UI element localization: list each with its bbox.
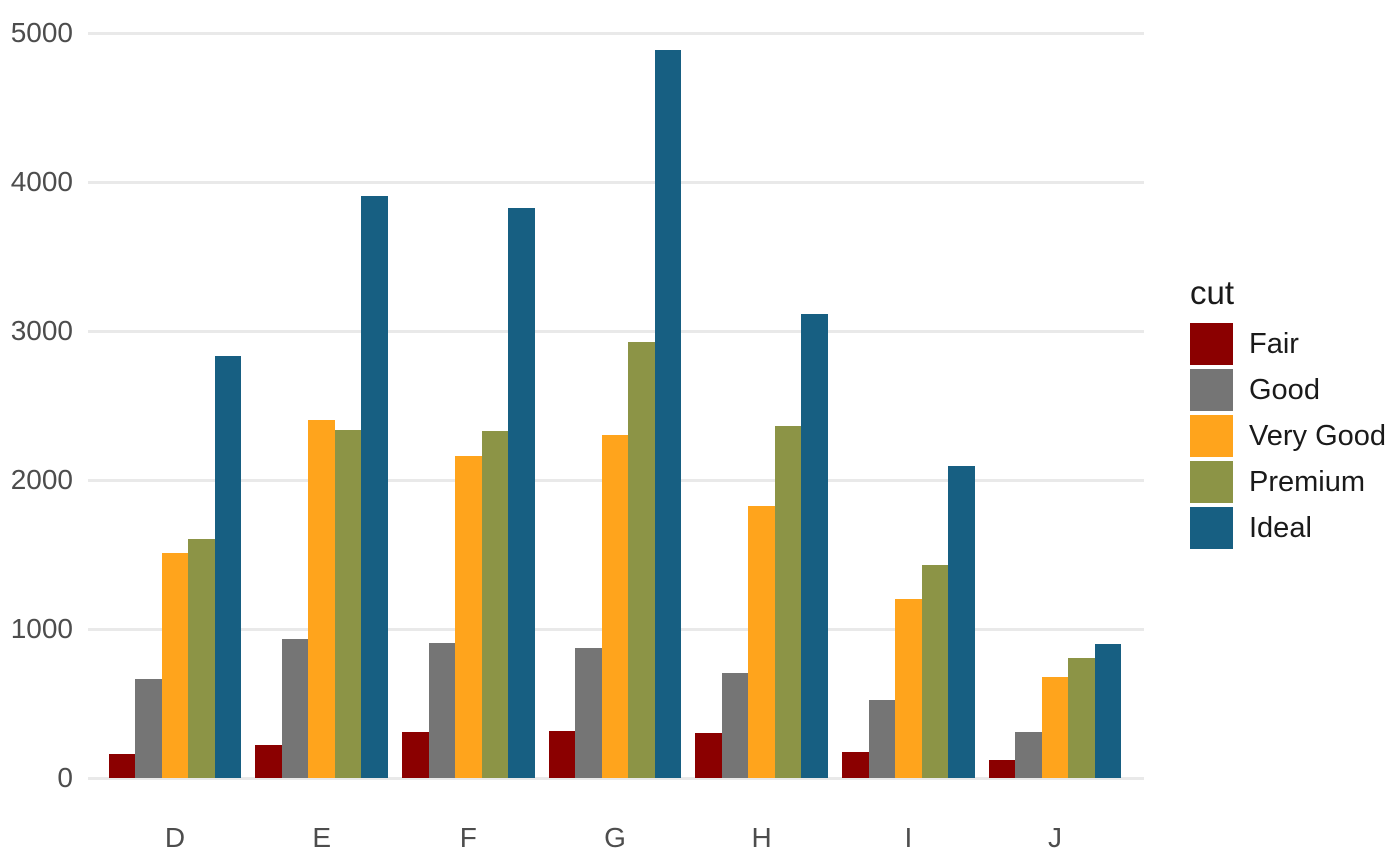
x-tick-label-d: D <box>164 822 186 853</box>
legend-label-ideal: Ideal <box>1249 511 1312 544</box>
x-tick-label-j: J <box>1048 822 1062 853</box>
legend-label-fair: Fair <box>1249 327 1299 360</box>
bar-f-good <box>428 642 456 778</box>
bar-d-ideal <box>214 355 242 778</box>
bar-g-premium <box>628 342 655 778</box>
legend-items: Fair Good Very Good Premium Ideal <box>1190 323 1386 549</box>
bar-e-ideal <box>361 196 388 778</box>
bar-e-premium <box>334 429 362 778</box>
bar-e-very-good <box>308 420 335 778</box>
bar-e-good <box>281 638 309 778</box>
legend-swatch-good <box>1190 369 1233 411</box>
gridline-3000 <box>88 329 1144 333</box>
bar-g-fair <box>548 731 576 778</box>
bar-f-premium <box>481 430 509 778</box>
bar-h-good <box>721 673 749 778</box>
bar-j-good <box>1015 732 1042 778</box>
bar-g-ideal <box>654 50 682 778</box>
x-tick-label-i: I <box>904 822 913 853</box>
bar-d-good <box>135 679 162 778</box>
legend-item-good: Good <box>1190 369 1386 411</box>
gridline-5000 <box>88 31 1144 35</box>
bar-i-good <box>868 700 896 778</box>
legend-swatch-fair <box>1190 323 1233 365</box>
y-tick-label-5000: 5000 <box>10 17 73 48</box>
legend-swatch-ideal <box>1190 507 1233 549</box>
bar-j-premium <box>1068 657 1095 778</box>
bar-e-fair <box>255 744 282 778</box>
bar-d-fair <box>108 753 136 778</box>
y-tick-label-3000: 3000 <box>10 315 73 346</box>
bar-h-fair <box>695 732 722 778</box>
bar-g-very-good <box>601 435 629 778</box>
legend-item-premium: Premium <box>1190 461 1386 503</box>
bar-j-fair <box>988 760 1016 778</box>
y-tick-label-1000: 1000 <box>10 613 73 644</box>
legend-label-premium: Premium <box>1249 465 1366 498</box>
legend-swatch-premium <box>1190 461 1233 503</box>
bar-i-very-good <box>895 598 922 778</box>
legend-item-very-good: Very Good <box>1190 415 1386 457</box>
y-tick-label-4000: 4000 <box>10 166 73 197</box>
bar-j-very-good <box>1041 676 1069 778</box>
x-tick-label-g: G <box>604 822 626 853</box>
legend-item-ideal: Ideal <box>1190 507 1386 549</box>
y-tick-label-2000: 2000 <box>10 464 73 495</box>
bar-h-premium <box>774 426 802 778</box>
gridline-0 <box>88 776 1144 780</box>
bar-h-ideal <box>801 313 828 778</box>
bar-i-fair <box>842 751 869 778</box>
bar-d-premium <box>188 539 215 778</box>
legend-swatch-very-good <box>1190 415 1233 457</box>
y-tick-label-0: 0 <box>57 762 73 793</box>
gridline-4000 <box>88 180 1144 184</box>
legend-label-good: Good <box>1249 373 1320 406</box>
bar-f-fair <box>402 731 429 778</box>
legend-title: cut <box>1190 274 1235 311</box>
bar-g-good <box>575 648 602 778</box>
bar-f-ideal <box>508 207 535 778</box>
x-tick-label-e: E <box>312 822 331 853</box>
bar-d-very-good <box>161 552 189 778</box>
bar-j-ideal <box>1094 644 1122 778</box>
bar-h-very-good <box>748 506 775 778</box>
legend-label-very-good: Very Good <box>1249 419 1387 452</box>
bar-i-ideal <box>948 466 975 778</box>
legend-item-fair: Fair <box>1190 323 1386 365</box>
legend: cut Fair Good Very Good Premium Ideal <box>1190 276 1386 553</box>
bar-i-premium <box>921 565 949 778</box>
bar-f-very-good <box>455 455 482 778</box>
x-tick-label-h: H <box>751 822 772 853</box>
x-tick-label-f: F <box>459 822 477 853</box>
